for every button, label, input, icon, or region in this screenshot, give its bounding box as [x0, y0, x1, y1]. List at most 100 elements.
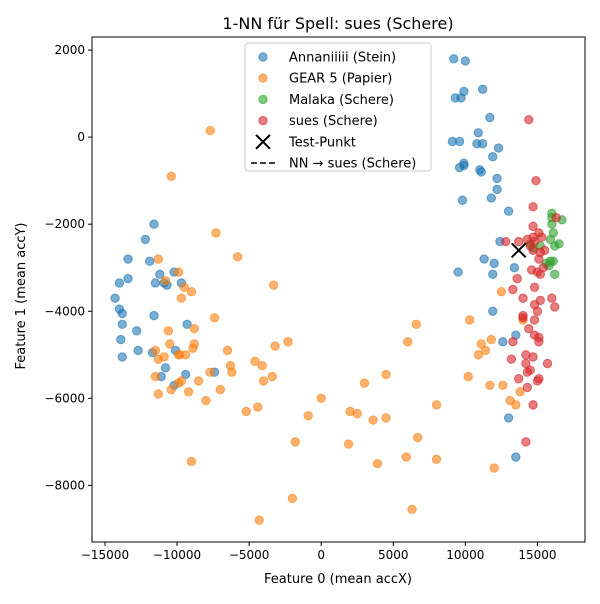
data-point-series-3	[534, 374, 544, 384]
y-axis: −8000 −6000 −4000 −2000 0 2000	[44, 43, 92, 492]
data-point-series-1	[463, 371, 473, 382]
data-point-series-3	[508, 284, 518, 295]
legend-label: GEAR 5 (Papier)	[289, 72, 392, 87]
data-point-series-1	[173, 267, 184, 277]
x-axis-label: Feature 0 (mean accX)	[264, 572, 412, 587]
data-point-series-3	[513, 236, 524, 247]
data-point-series-1	[464, 315, 475, 325]
legend-label: Malaka (Schere)	[289, 93, 394, 108]
x-tick-label: 10000	[446, 548, 484, 562]
data-point-series-1	[489, 463, 499, 473]
data-point-series-3	[508, 337, 518, 347]
data-point-series-3	[532, 306, 543, 316]
legend-item: Malaka (Schere)	[258, 93, 394, 108]
data-point-series-1	[401, 452, 411, 462]
legend-item: sues (Schere)	[258, 114, 378, 129]
data-point-series-1	[368, 415, 378, 425]
data-point-series-0	[453, 267, 463, 277]
data-point-series-3	[529, 236, 540, 247]
legend-marker	[258, 73, 268, 83]
data-point-series-2	[554, 239, 564, 249]
data-point-series-1	[476, 339, 486, 349]
x-tick-label: 5000	[378, 548, 409, 562]
data-point-series-1	[515, 387, 525, 397]
data-point-series-1	[411, 319, 422, 330]
data-point-series-3	[532, 267, 543, 277]
data-point-series-0	[150, 278, 161, 288]
data-point-series-1	[257, 360, 267, 371]
data-point-series-0	[182, 319, 192, 330]
data-point-series-0	[492, 184, 502, 195]
chart-title: 1-NN für Spell: sues (Schere)	[222, 14, 453, 33]
data-point-series-1	[159, 352, 169, 362]
legend-item: Test-Punkt	[255, 134, 356, 150]
data-point-series-3	[522, 382, 533, 393]
data-point-series-1	[163, 326, 174, 336]
data-point-series-0	[488, 306, 498, 316]
data-point-series-1	[186, 286, 197, 297]
data-point-series-3	[524, 115, 534, 125]
data-point-series-1	[166, 171, 176, 182]
data-point-series-0	[117, 352, 127, 362]
data-point-series-3	[528, 221, 538, 232]
data-point-series-0	[486, 193, 497, 203]
data-point-series-3	[537, 232, 547, 242]
data-point-series-1	[413, 432, 423, 443]
data-point-series-0	[509, 263, 520, 273]
data-point-series-1	[150, 345, 161, 356]
data-point-series-0	[123, 254, 133, 264]
data-point-series-0	[110, 293, 120, 303]
data-point-series-1	[193, 376, 204, 386]
data-point-series-1	[232, 252, 243, 262]
data-point-series-1	[165, 339, 175, 349]
x-tick-label: −15000	[81, 548, 129, 562]
data-point-series-1	[183, 387, 194, 397]
data-point-series-3	[521, 358, 531, 369]
data-point-series-0	[114, 278, 125, 288]
data-point-series-3	[551, 212, 561, 223]
legend-label: NN → sues (Schere)	[289, 157, 416, 172]
data-point-series-0	[473, 128, 484, 138]
y-tick-label: −4000	[44, 304, 85, 318]
data-point-series-1	[290, 437, 300, 447]
data-point-series-1	[211, 228, 221, 238]
data-point-series-1	[283, 337, 293, 347]
data-point-series-1	[250, 356, 260, 367]
data-point-series-1	[352, 408, 362, 419]
data-point-series-1	[303, 411, 313, 421]
data-point-series-2	[550, 269, 560, 279]
data-point-series-1	[176, 376, 187, 386]
legend-item: NN → sues (Schere)	[251, 157, 416, 172]
data-point-series-0	[460, 56, 471, 66]
data-point-series-0	[459, 158, 469, 168]
data-point-series-2	[548, 228, 558, 238]
data-point-series-1	[258, 376, 269, 386]
data-point-series-1	[153, 254, 164, 264]
data-point-series-1	[402, 337, 413, 347]
data-point-series-3	[501, 236, 511, 247]
data-point-series-1	[209, 313, 220, 323]
y-axis-label: Feature 1 (mean accY)	[14, 222, 29, 369]
data-point-series-0	[131, 326, 142, 336]
data-point-series-0	[140, 234, 151, 245]
data-point-series-1	[179, 282, 189, 293]
data-point-series-0	[477, 84, 488, 94]
legend-item: GEAR 5 (Papier)	[258, 72, 392, 87]
data-point-series-3	[529, 315, 540, 325]
legend-label: sues (Schere)	[289, 114, 378, 129]
data-point-series-0	[180, 369, 191, 380]
data-point-series-0	[511, 452, 521, 462]
data-point-series-3	[529, 282, 540, 293]
legend-marker	[258, 94, 268, 105]
data-point-series-0	[155, 269, 165, 279]
data-point-series-3	[550, 302, 560, 312]
data-point-series-3	[512, 273, 522, 284]
x-tick-label: −5000	[229, 548, 270, 562]
data-point-series-0	[149, 219, 159, 229]
data-point-series-0	[449, 54, 459, 64]
data-point-series-1	[205, 125, 215, 136]
data-point-series-1	[153, 389, 164, 399]
data-point-series-1	[227, 367, 237, 377]
data-point-series-3	[528, 400, 538, 410]
